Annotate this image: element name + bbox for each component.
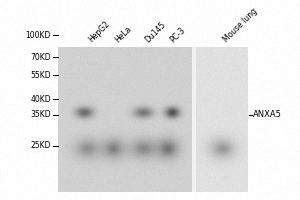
Text: 35KD: 35KD [30,110,51,119]
Text: ANXA5: ANXA5 [253,110,282,119]
Text: PC-3: PC-3 [168,25,187,44]
Text: 70KD: 70KD [30,52,51,62]
Text: HepG2: HepG2 [87,19,112,44]
Text: HeLa: HeLa [113,24,133,44]
Text: 100KD: 100KD [26,30,51,40]
Text: 55KD: 55KD [30,71,51,79]
Text: Mouse lung: Mouse lung [222,7,260,44]
Text: 40KD: 40KD [30,95,51,104]
Text: 25KD: 25KD [31,142,51,150]
Text: Du145: Du145 [143,20,167,44]
